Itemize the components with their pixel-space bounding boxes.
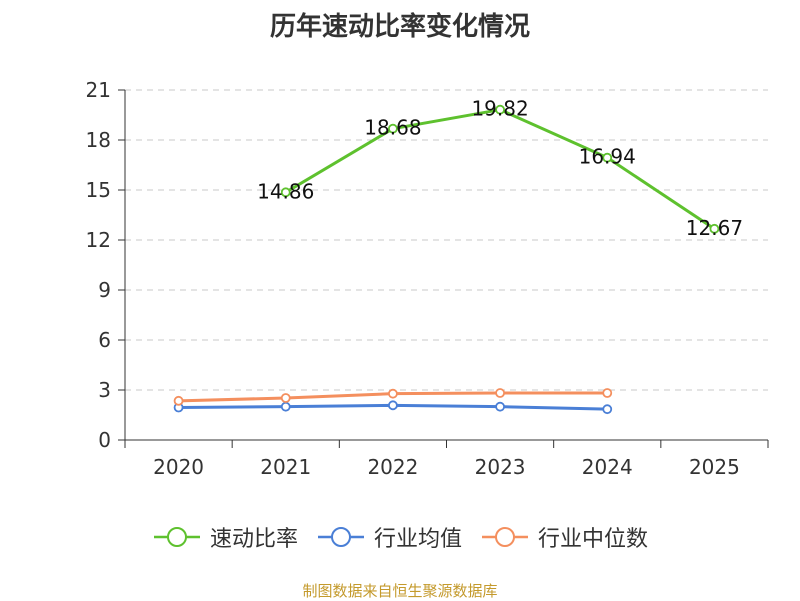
legend-symbol [153,527,200,547]
legend-marker [495,527,515,547]
x-tick-label: 2025 [689,455,740,479]
data-point [495,388,505,398]
legend-label: 速动比率 [209,527,298,552]
chart-title: 历年速动比率变化情况 [269,12,530,42]
legend-symbol [317,527,364,547]
legend-item[interactable]: 行业均值 [316,521,462,553]
data-label: 14.86 [257,179,314,203]
legend: 速动比率 行业均值 行业中位数 [0,520,800,554]
data-point [388,388,398,399]
data-labels: 14.86 18.68 19.82 16.94 12.67 [257,97,743,240]
data-point [495,401,505,412]
series-line-0 [284,108,716,231]
legend-symbol [482,527,528,547]
data-label: 12.67 [686,216,743,240]
x-tick-label: 2024 [582,455,633,479]
data-point [388,123,398,134]
data-point [280,401,291,412]
data-label: 16.94 [579,145,636,169]
legend-label: 行业中位数 [538,527,649,552]
x-tick-label: 2023 [475,455,526,479]
y-tick-label: 0 [98,428,111,452]
axes: 0 3 6 9 12 15 18 21 2020 2021 2022 2023 2024 2025 [86,78,769,479]
y-tick-label: 15 [86,178,111,202]
legend-item[interactable]: 行业中位数 [480,521,648,553]
data-point [495,104,505,115]
y-tick-label: 9 [98,278,111,302]
x-tick-label: 2020 [153,455,204,479]
data-point [388,400,398,411]
y-tick-label: 21 [86,78,111,102]
data-point [280,393,291,403]
legend-marker [166,527,187,547]
data-point [280,187,291,198]
data-point [709,223,720,234]
series-group [173,104,720,415]
data-label: 18.68 [364,116,421,140]
data-point [602,388,613,398]
legend-label: 行业均值 [373,527,462,552]
y-tick-label: 18 [86,128,111,152]
data-point [173,395,184,406]
data-point [602,404,613,415]
source-note: 制图数据来自恒生聚源数据库 [302,582,498,600]
data-point [602,152,613,163]
x-tick-label: 2021 [260,455,311,479]
legend-marker [330,527,351,547]
chart-plot: 0 3 6 9 12 15 18 21 2020 2021 2022 2023 2024 2025 14.… [86,78,769,479]
legend-item[interactable]: 速动比率 [152,521,298,553]
y-tick-label: 12 [86,228,111,252]
grid-lines [125,89,768,391]
data-label: 19.82 [471,97,528,121]
y-tick-label: 6 [98,328,111,352]
y-tick-label: 3 [98,378,111,402]
x-tick-label: 2022 [367,455,418,479]
